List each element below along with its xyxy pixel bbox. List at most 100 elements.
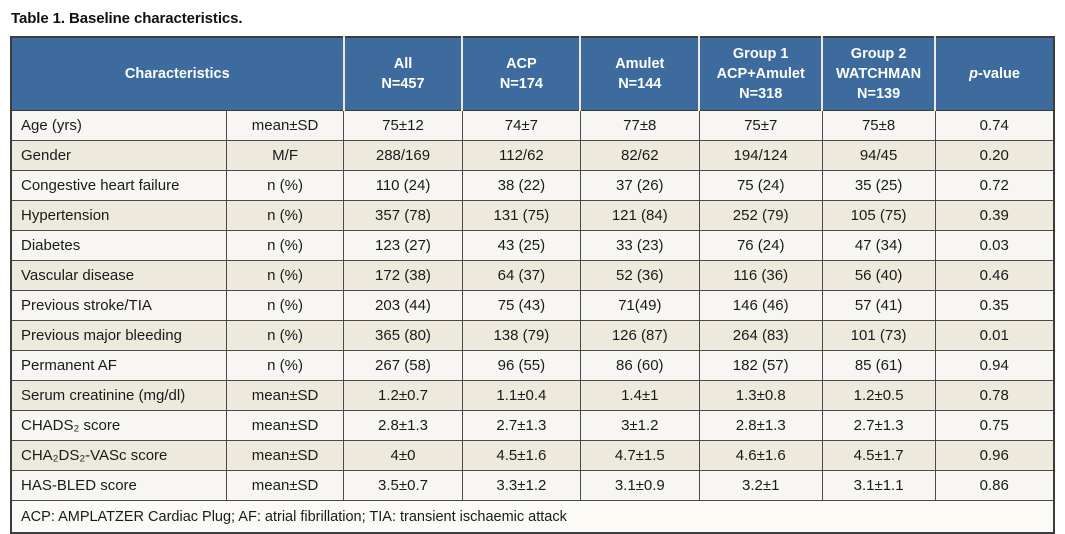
- row-stat: M/F: [226, 140, 345, 171]
- header-col-pvalue: p-value: [934, 37, 1054, 111]
- row-label: Previous stroke/TIA: [10, 290, 228, 321]
- table-body: Age (yrs) mean±SD 75±12 74±7 77±8 75±7 7…: [10, 110, 1055, 501]
- cell-acp: 4.5±1.6: [461, 440, 581, 471]
- cell-pvalue: 0.78: [934, 380, 1055, 411]
- cell-group1: 4.6±1.6: [698, 440, 823, 471]
- cell-pvalue: 0.75: [934, 410, 1055, 441]
- header-col-group1: Group 1 ACP+Amulet N=318: [698, 37, 823, 111]
- cell-amulet: 126 (87): [579, 320, 700, 351]
- cell-amulet: 37 (26): [579, 170, 700, 201]
- table-row: Congestive heart failure n (%) 110 (24) …: [10, 170, 1055, 201]
- cell-group1: 3.2±1: [698, 470, 823, 501]
- cell-pvalue: 0.72: [934, 170, 1055, 201]
- table-row: Age (yrs) mean±SD 75±12 74±7 77±8 75±7 7…: [10, 110, 1055, 141]
- cell-group1: 2.8±1.3: [698, 410, 823, 441]
- row-label: CHADS₂ score: [10, 410, 228, 441]
- cell-group2: 47 (34): [821, 230, 936, 261]
- cell-acp: 1.1±0.4: [461, 380, 581, 411]
- table-title: Table 1. Baseline characteristics.: [11, 10, 243, 27]
- table-row: HAS-BLED score mean±SD 3.5±0.7 3.3±1.2 3…: [10, 470, 1055, 501]
- row-stat: n (%): [226, 320, 345, 351]
- cell-pvalue: 0.39: [934, 200, 1055, 231]
- cell-pvalue: 0.94: [934, 350, 1055, 381]
- table-row: Hypertension n (%) 357 (78) 131 (75) 121…: [10, 200, 1055, 231]
- table-row: Vascular disease n (%) 172 (38) 64 (37) …: [10, 260, 1055, 291]
- table-row: Previous major bleeding n (%) 365 (80) 1…: [10, 320, 1055, 351]
- cell-acp: 64 (37): [461, 260, 581, 291]
- cell-group1: 76 (24): [698, 230, 823, 261]
- cell-all: 203 (44): [343, 290, 463, 321]
- cell-group1: 146 (46): [698, 290, 823, 321]
- cell-amulet: 1.4±1: [579, 380, 700, 411]
- cell-group1: 182 (57): [698, 350, 823, 381]
- cell-all: 2.8±1.3: [343, 410, 463, 441]
- cell-acp: 43 (25): [461, 230, 581, 261]
- cell-group2: 101 (73): [821, 320, 936, 351]
- header-row: Characteristics All N=457 ACP N=174 Amul…: [11, 37, 1054, 111]
- cell-pvalue: 0.35: [934, 290, 1055, 321]
- cell-group2: 85 (61): [821, 350, 936, 381]
- cell-all: 123 (27): [343, 230, 463, 261]
- cell-acp: 2.7±1.3: [461, 410, 581, 441]
- cell-all: 4±0: [343, 440, 463, 471]
- cell-group1: 116 (36): [698, 260, 823, 291]
- table-footer: ACP: AMPLATZER Cardiac Plug; AF: atrial …: [11, 500, 1054, 533]
- row-label: Permanent AF: [10, 350, 228, 381]
- cell-group1: 252 (79): [698, 200, 823, 231]
- footnote-row: ACP: AMPLATZER Cardiac Plug; AF: atrial …: [11, 500, 1054, 533]
- cell-group2: 3.1±1.1: [821, 470, 936, 501]
- table-row: Gender M/F 288/169 112/62 82/62 194/124 …: [10, 140, 1055, 171]
- table-row: Permanent AF n (%) 267 (58) 96 (55) 86 (…: [10, 350, 1055, 381]
- header-col-all: All N=457: [342, 37, 463, 111]
- cell-acp: 38 (22): [461, 170, 581, 201]
- cell-all: 1.2±0.7: [343, 380, 463, 411]
- row-stat: mean±SD: [226, 470, 345, 501]
- row-stat: n (%): [226, 170, 345, 201]
- header-characteristics: Characteristics: [11, 37, 344, 111]
- cell-acp: 131 (75): [461, 200, 581, 231]
- row-label: Diabetes: [10, 230, 228, 261]
- cell-group1: 75±7: [698, 110, 823, 141]
- cell-all: 288/169: [343, 140, 463, 171]
- baseline-characteristics-table: Characteristics All N=457 ACP N=174 Amul…: [10, 36, 1055, 534]
- cell-group2: 2.7±1.3: [821, 410, 936, 441]
- table-row: Serum creatinine (mg/dl) mean±SD 1.2±0.7…: [10, 380, 1055, 411]
- cell-pvalue: 0.03: [934, 230, 1055, 261]
- row-stat: n (%): [226, 290, 345, 321]
- cell-group2: 94/45: [821, 140, 936, 171]
- cell-amulet: 86 (60): [579, 350, 700, 381]
- table-row: CHA₂DS₂-VASc score mean±SD 4±0 4.5±1.6 4…: [10, 440, 1055, 471]
- row-label: Previous major bleeding: [10, 320, 228, 351]
- cell-pvalue: 0.96: [934, 440, 1055, 471]
- row-stat: n (%): [226, 200, 345, 231]
- cell-group1: 264 (83): [698, 320, 823, 351]
- row-label: Gender: [10, 140, 228, 171]
- cell-group1: 194/124: [698, 140, 823, 171]
- cell-group2: 56 (40): [821, 260, 936, 291]
- cell-group2: 57 (41): [821, 290, 936, 321]
- cell-all: 110 (24): [343, 170, 463, 201]
- cell-acp: 74±7: [461, 110, 581, 141]
- header-col-acp: ACP N=174: [461, 37, 581, 111]
- cell-amulet: 3.1±0.9: [579, 470, 700, 501]
- table-row: CHADS₂ score mean±SD 2.8±1.3 2.7±1.3 3±1…: [10, 410, 1055, 441]
- cell-acp: 3.3±1.2: [461, 470, 581, 501]
- cell-pvalue: 0.01: [934, 320, 1055, 351]
- cell-group2: 4.5±1.7: [821, 440, 936, 471]
- cell-all: 267 (58): [343, 350, 463, 381]
- cell-pvalue: 0.74: [934, 110, 1055, 141]
- cell-pvalue: 0.86: [934, 470, 1055, 501]
- cell-amulet: 33 (23): [579, 230, 700, 261]
- row-label: Congestive heart failure: [10, 170, 228, 201]
- row-label: Age (yrs): [10, 110, 228, 141]
- cell-group2: 105 (75): [821, 200, 936, 231]
- cell-amulet: 121 (84): [579, 200, 700, 231]
- cell-group1: 75 (24): [698, 170, 823, 201]
- row-stat: n (%): [226, 260, 345, 291]
- pvalue-italic-p: p: [969, 66, 978, 82]
- cell-group2: 35 (25): [821, 170, 936, 201]
- pvalue-rest: -value: [977, 66, 1020, 82]
- header-col-group2: Group 2 WATCHMAN N=139: [821, 37, 936, 111]
- cell-amulet: 77±8: [579, 110, 700, 141]
